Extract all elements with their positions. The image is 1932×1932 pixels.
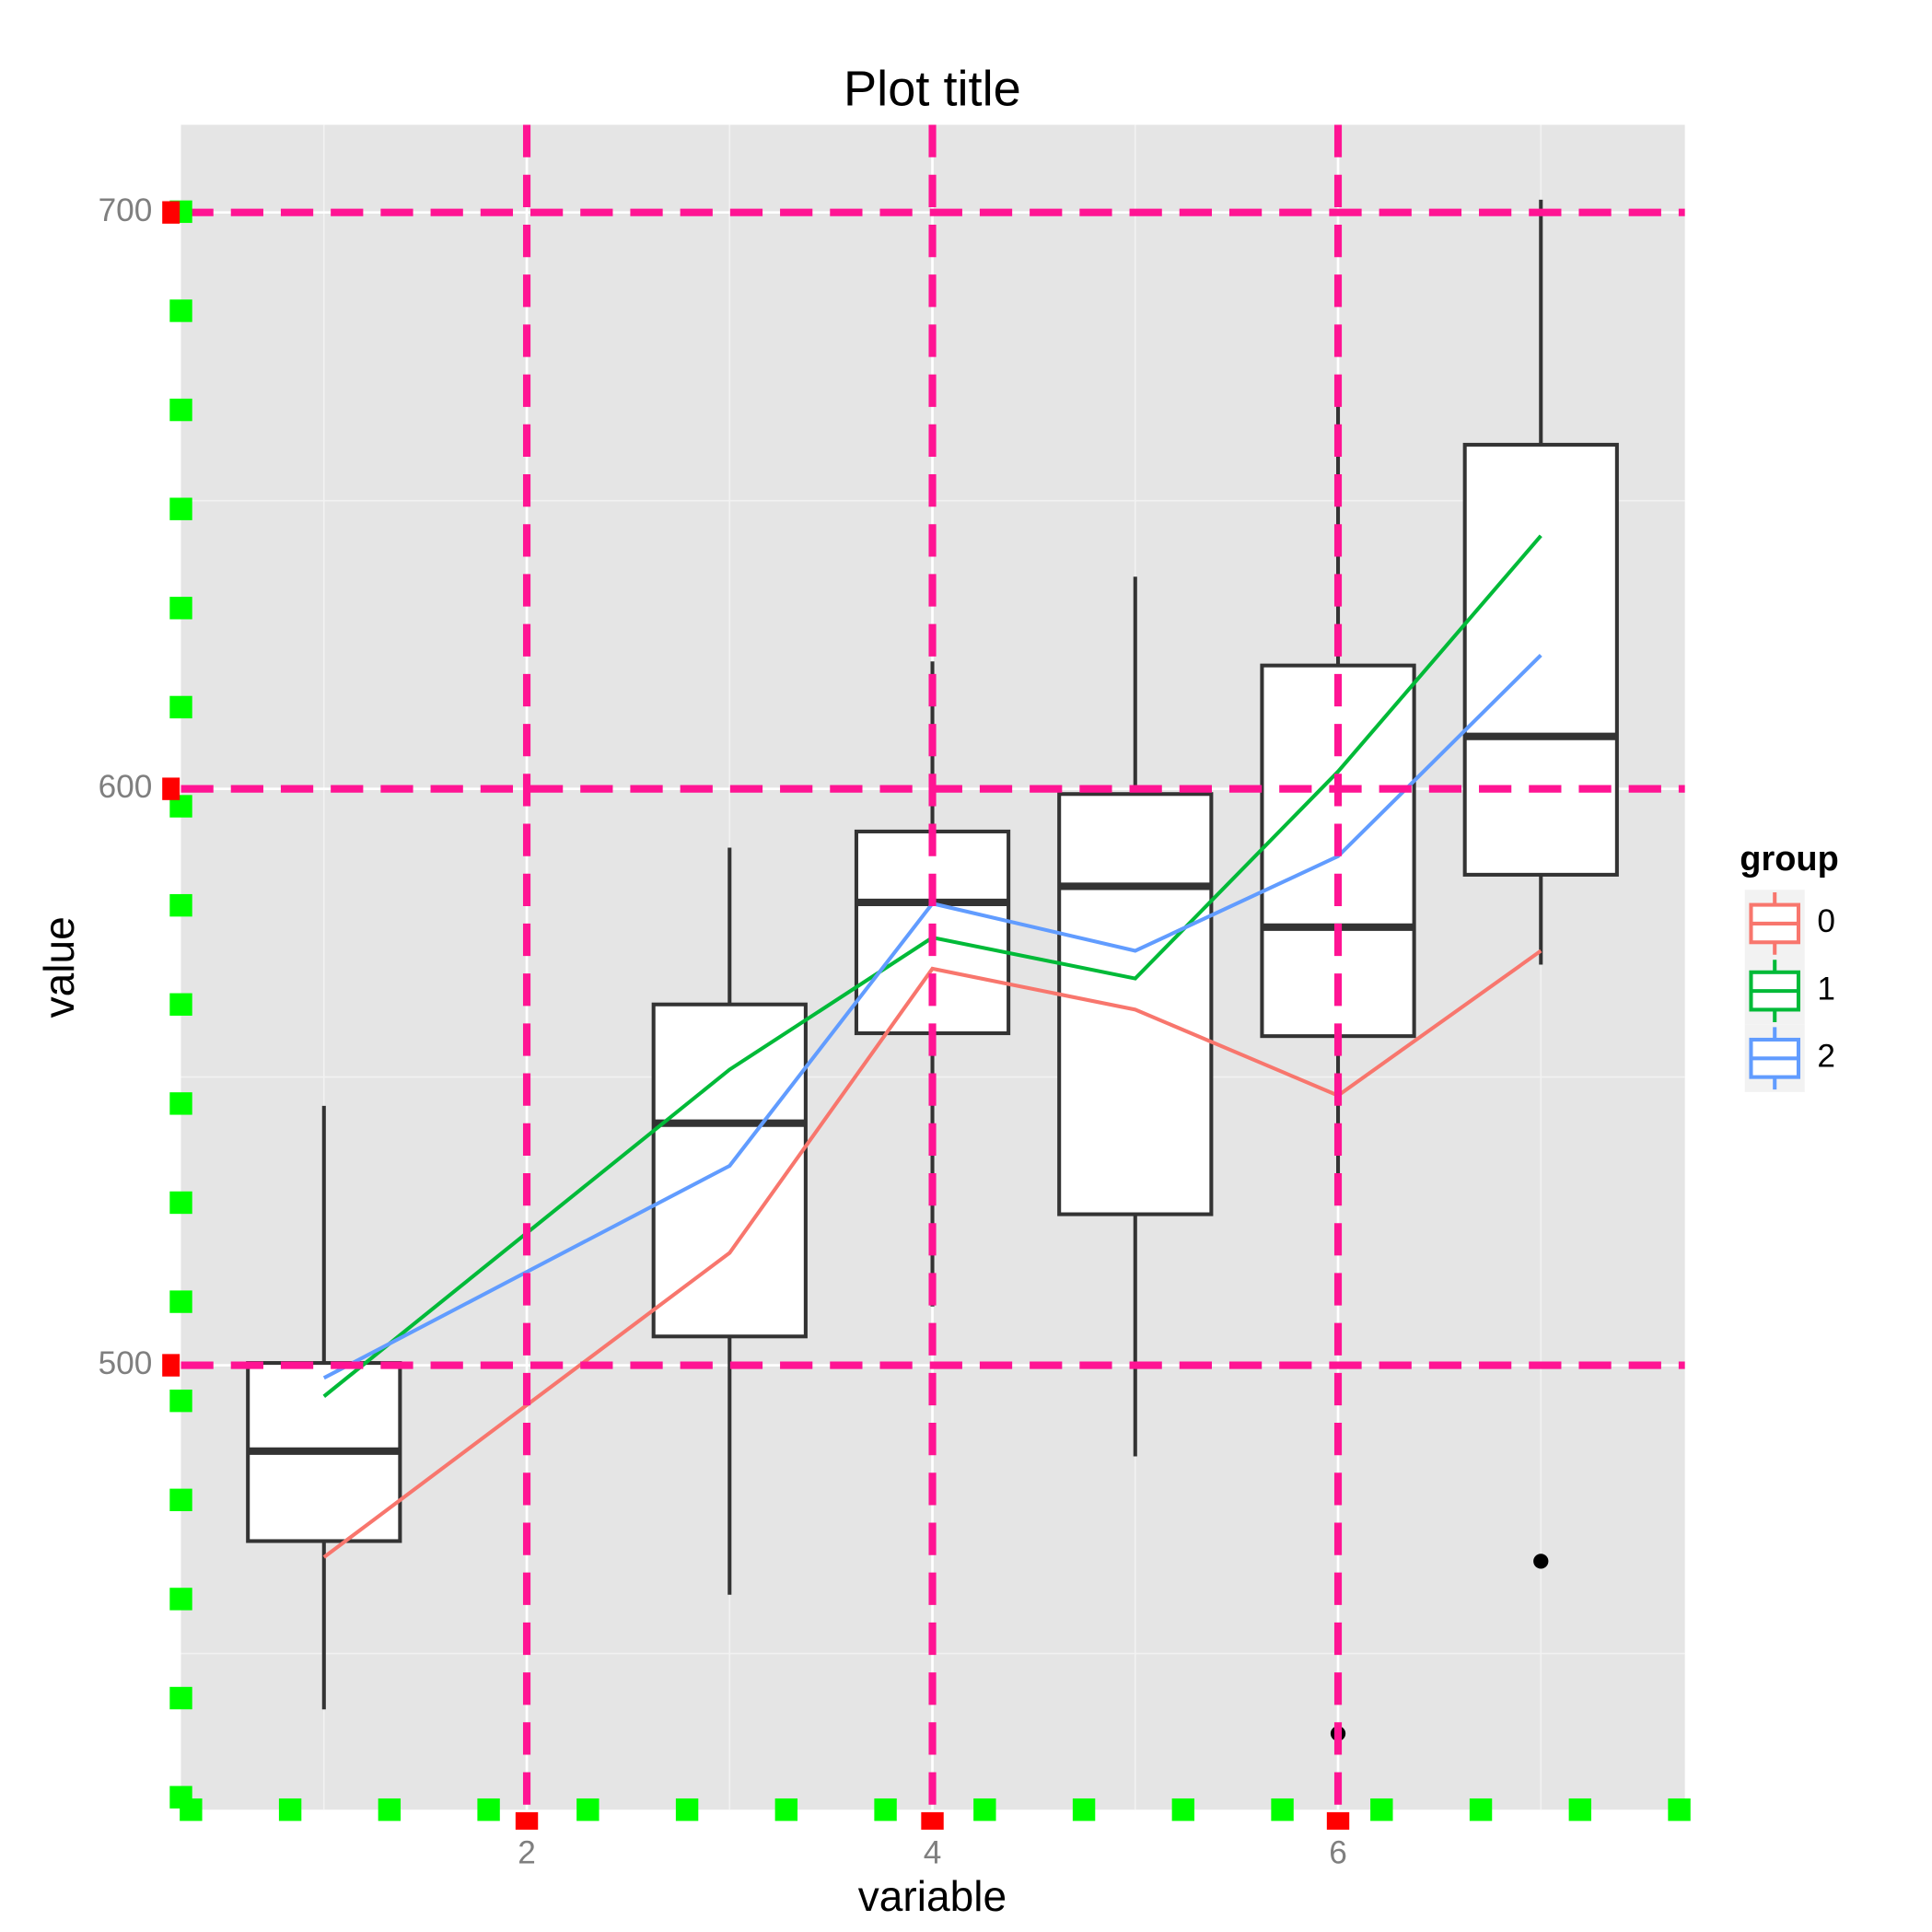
- minor-marker: [278, 1798, 302, 1821]
- minor-marker: [169, 299, 192, 322]
- minor-marker: [169, 1389, 192, 1413]
- minor-marker: [477, 1798, 500, 1821]
- line: [322, 653, 1542, 1380]
- minor-marker: [169, 1191, 192, 1215]
- minor-marker: [180, 1798, 203, 1821]
- tick-marker: [162, 201, 180, 224]
- minor-marker: [1568, 1798, 1592, 1821]
- minor-marker: [1171, 1798, 1195, 1821]
- minor-marker: [1469, 1798, 1493, 1821]
- minor-marker: [675, 1798, 699, 1821]
- tick-marker: [1326, 1811, 1350, 1830]
- x-tick-label: 6: [1329, 1834, 1347, 1870]
- chart-title: Plot title: [844, 62, 1021, 117]
- outlier: [1533, 1554, 1549, 1569]
- minor-marker: [169, 993, 192, 1016]
- y-tick-label: 500: [99, 1345, 153, 1381]
- minor-marker: [576, 1798, 599, 1821]
- legend-label: 1: [1817, 971, 1835, 1007]
- box: [1462, 442, 1619, 877]
- minor-marker: [169, 1092, 192, 1115]
- minor-marker: [169, 1488, 192, 1511]
- x-tick-label: 4: [924, 1834, 942, 1870]
- tick-marker: [921, 1811, 944, 1830]
- y-tick-label: 600: [99, 769, 153, 805]
- minor-marker: [1668, 1798, 1691, 1821]
- legend-label: 2: [1817, 1039, 1835, 1075]
- tick-marker: [162, 1354, 180, 1377]
- minor-marker: [1370, 1798, 1393, 1821]
- y-tick-label: 700: [99, 192, 153, 228]
- minor-marker: [169, 597, 192, 620]
- box: [651, 1002, 808, 1339]
- y-axis-label: value: [35, 916, 83, 1018]
- x-axis-label: variable: [858, 1872, 1007, 1920]
- legend-label: 0: [1817, 903, 1835, 939]
- box: [1057, 792, 1214, 1216]
- tick-marker: [162, 777, 180, 800]
- minor-marker: [378, 1798, 402, 1821]
- minor-marker: [874, 1798, 897, 1821]
- minor-marker: [169, 695, 192, 719]
- minor-marker: [169, 1588, 192, 1611]
- line: [322, 534, 1542, 1398]
- x-tick-label: 2: [518, 1834, 536, 1870]
- minor-marker: [169, 398, 192, 422]
- minor-marker: [169, 1290, 192, 1313]
- minor-marker: [169, 497, 192, 520]
- minor-marker: [169, 1686, 192, 1710]
- minor-marker: [1072, 1798, 1096, 1821]
- tick-marker: [515, 1811, 539, 1830]
- minor-marker: [1271, 1798, 1294, 1821]
- minor-marker: [169, 893, 192, 917]
- minor-marker: [973, 1798, 996, 1821]
- minor-marker: [774, 1798, 798, 1821]
- legend-title: group: [1740, 840, 1838, 879]
- line: [322, 949, 1542, 1559]
